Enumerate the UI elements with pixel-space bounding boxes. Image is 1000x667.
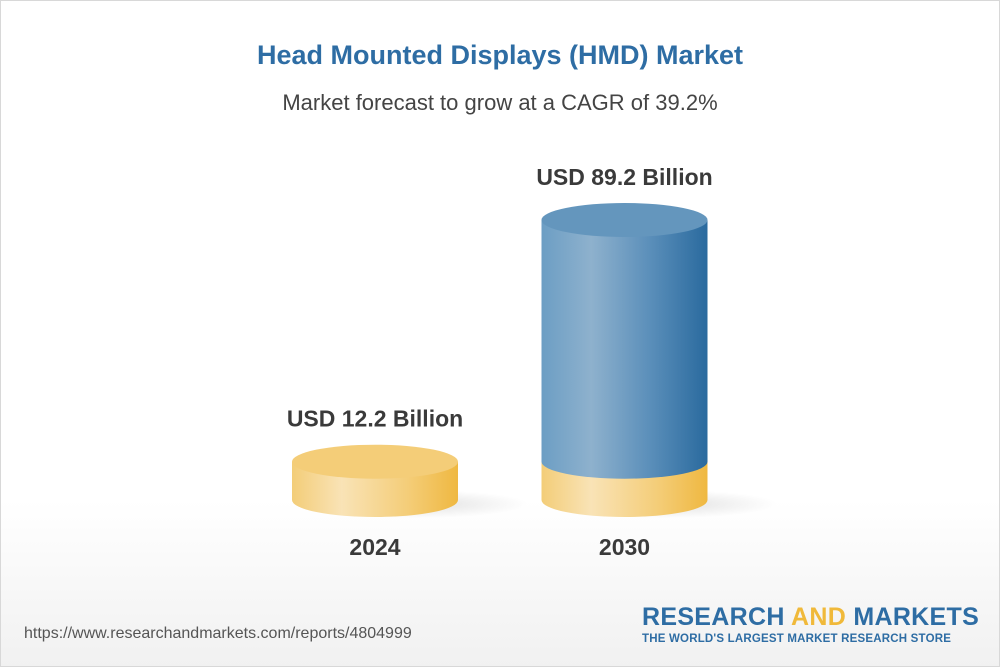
source-url[interactable]: https://www.researchandmarkets.com/repor…	[24, 625, 412, 642]
cylinder-top	[292, 444, 458, 479]
cylinder-top	[541, 203, 708, 237]
logo-text-and: AND	[791, 603, 847, 631]
data-label: USD 12.2 Billion	[287, 406, 463, 432]
chart-title: Head Mounted Displays (HMD) Market	[256, 40, 744, 70]
logo-tagline: THE WORLD'S LARGEST MARKET RESEARCH STOR…	[642, 633, 952, 645]
logo-text-markets: MARKETS	[846, 603, 980, 631]
cylinder-growth-segment	[541, 220, 708, 479]
category-label: 2030	[599, 534, 650, 560]
data-label: USD 89.2 Billion	[536, 164, 712, 190]
research-and-markets-logo: RESEARCH AND MARKETS THE WORLD'S LARGEST…	[642, 603, 980, 645]
logo-text-research: RESEARCH	[642, 603, 792, 631]
chart-subtitle: Market forecast to grow at a CAGR of 39.…	[282, 90, 718, 115]
category-label: 2024	[349, 534, 400, 560]
